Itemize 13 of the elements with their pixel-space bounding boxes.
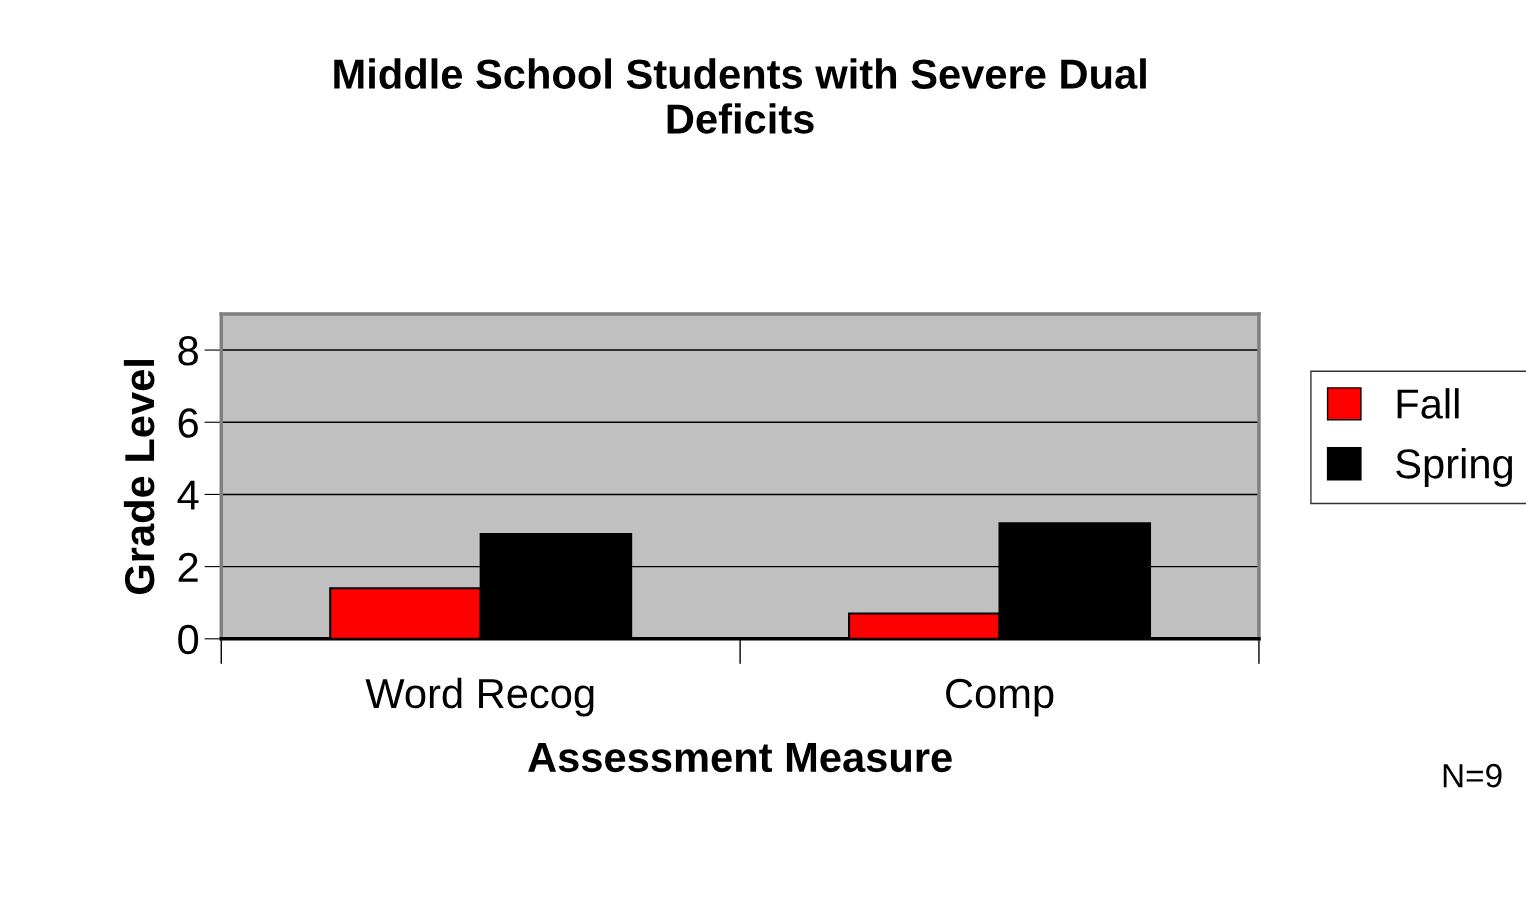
y-tick-label: 8 (178, 336, 198, 366)
y-axis-title: Grade Level (123, 360, 155, 594)
y-tick-label: 4 (177, 480, 199, 510)
chart-title: Middle School Students with Severe Dual Deficits (334, 58, 1146, 134)
x-tick-label: Comp (946, 678, 1054, 717)
y-tick-label: 6 (178, 408, 198, 438)
x-axis-title: Assessment Measure (528, 743, 952, 773)
legend-label: Fall (1397, 388, 1459, 419)
text: N=9 (1443, 763, 1502, 788)
legend-label: Spring (1396, 448, 1513, 487)
x-tick-label: Word Recog (365, 677, 594, 717)
y-tick-label: 0 (178, 624, 199, 655)
y-tick-label: 2 (178, 552, 198, 582)
